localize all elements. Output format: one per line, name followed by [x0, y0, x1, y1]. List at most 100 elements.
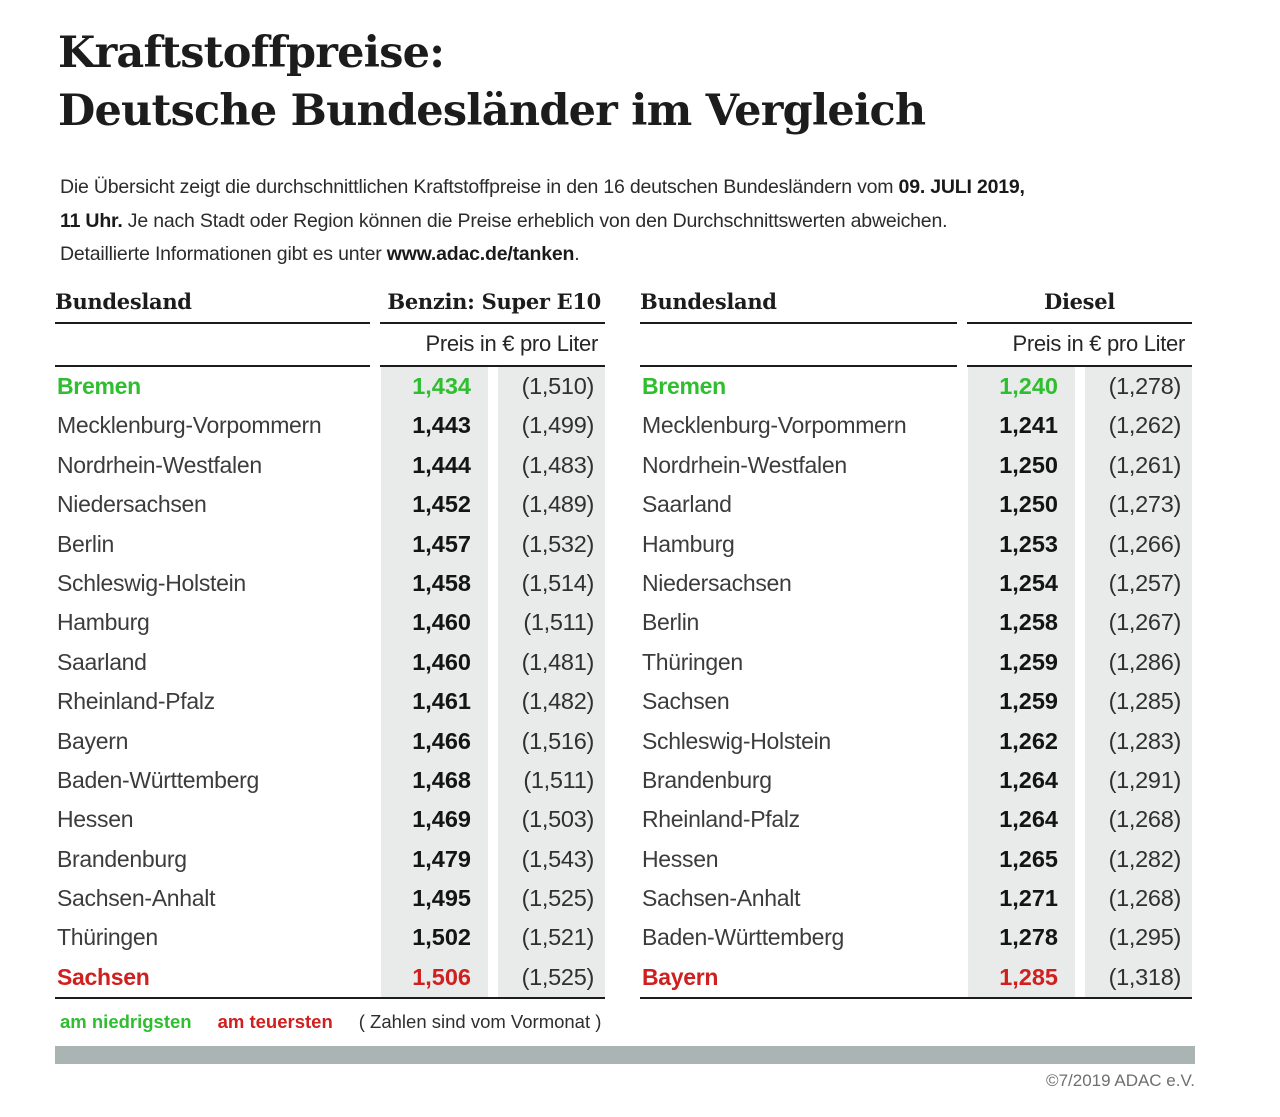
- table-row: Nordrhein-Westfalen 1,250 (1,261): [640, 445, 1192, 486]
- price-value: 1,241: [968, 406, 1075, 446]
- column-gap: [488, 800, 498, 840]
- bundesland-name: Brandenburg: [642, 766, 772, 793]
- column-gap: [1075, 918, 1085, 958]
- previous-month-value: (1,261): [1085, 445, 1192, 486]
- previous-month-value: (1,286): [1085, 642, 1192, 683]
- copyright-text: ©7/2019 ADAC e.V.: [1046, 1071, 1195, 1090]
- previous-month-value: (1,282): [1085, 839, 1192, 880]
- column-gap: [488, 406, 498, 446]
- page-title-line2: Deutsche Bundesländer im Vergleich: [58, 86, 926, 136]
- bundesland-name: Bremen: [642, 373, 726, 399]
- table-row: Brandenburg 1,479 (1,543): [55, 839, 605, 880]
- column-gap: [488, 485, 498, 525]
- price-value: 1,495: [381, 879, 488, 919]
- price-value: 1,250: [968, 485, 1075, 525]
- table-row: Berlin 1,457 (1,532): [55, 524, 605, 564]
- table-row: Schleswig-Holstein 1,262 (1,283): [640, 721, 1192, 761]
- price-value: 1,250: [968, 445, 1075, 486]
- bundesland-name: Nordrhein-Westfalen: [57, 451, 262, 478]
- previous-month-value: (1,481): [498, 642, 605, 683]
- column-gap: [1075, 800, 1085, 840]
- price-value: 1,461: [381, 682, 488, 722]
- price-value: 1,460: [381, 642, 488, 683]
- column-gap: [1075, 524, 1085, 564]
- previous-month-value: (1,514): [498, 563, 605, 604]
- table-row: Sachsen 1,259 (1,285): [640, 682, 1192, 722]
- price-value: 1,506: [381, 957, 488, 998]
- table-row: Niedersachsen 1,254 (1,257): [640, 563, 1192, 604]
- bundesland-name: Niedersachsen: [57, 491, 207, 518]
- price-value: 1,479: [381, 839, 488, 880]
- price-value: 1,259: [968, 682, 1075, 722]
- column-gap: [1075, 839, 1085, 880]
- page-title: Kraftstoffpreise: Deutsche Bundesländer i…: [58, 24, 926, 140]
- bundesland-name: Sachsen-Anhalt: [642, 885, 801, 912]
- legend: am niedrigsten am teuersten ( Zahlen sin…: [60, 1011, 601, 1033]
- legend-highest-label: am teuersten: [217, 1011, 333, 1032]
- column-header-fuel-diesel: Diesel: [967, 288, 1192, 324]
- column-gap: [1075, 563, 1085, 604]
- column-gap: [488, 879, 498, 919]
- price-value: 1,466: [381, 721, 488, 761]
- price-value: 1,444: [381, 445, 488, 486]
- price-value: 1,457: [381, 524, 488, 564]
- column-gap: [488, 918, 498, 958]
- previous-month-value: (1,295): [1085, 918, 1192, 958]
- bottom-divider-bar: [55, 1046, 1195, 1064]
- bundesland-name: Hamburg: [57, 609, 150, 636]
- price-value: 1,469: [381, 800, 488, 840]
- bundesland-name: Sachsen: [642, 688, 730, 715]
- bundesland-name: Nordrhein-Westfalen: [642, 451, 847, 478]
- bundesland-name: Rheinland-Pfalz: [57, 688, 215, 715]
- bundesland-name: Mecklenburg-Vorpommern: [57, 412, 322, 439]
- intro-segment: Je nach Stadt oder Region können die Pre…: [122, 209, 948, 232]
- benzin-super-e10-table: Bundesland Benzin: Super E10 Preis in € …: [55, 288, 605, 1000]
- previous-month-value: (1,283): [1085, 721, 1192, 761]
- intro-date-bold: 09. JULI 2019,: [898, 176, 1025, 198]
- table-row: Thüringen 1,502 (1,521): [55, 918, 605, 958]
- bundesland-name: Schleswig-Holstein: [642, 727, 831, 754]
- bundesland-name: Schleswig-Holstein: [57, 569, 246, 596]
- column-gap: [1075, 603, 1085, 643]
- column-gap: [1075, 485, 1085, 525]
- previous-month-value: (1,268): [1085, 800, 1192, 840]
- bundesland-name: Bayern: [642, 963, 719, 990]
- column-gap: [488, 524, 498, 564]
- table-row: Baden-Württemberg 1,278 (1,295): [640, 918, 1192, 958]
- column-gap: [488, 957, 498, 998]
- column-gap: [488, 721, 498, 761]
- bundesland-name: Rheinland-Pfalz: [642, 806, 800, 833]
- column-gap: [488, 445, 498, 486]
- adac-tanken-link[interactable]: www.adac.de/tanken: [386, 243, 575, 265]
- bundesland-name: Sachsen: [57, 963, 150, 990]
- table-row: Mecklenburg-Vorpommern 1,443 (1,499): [55, 406, 605, 446]
- bundesland-name: Saarland: [642, 491, 732, 518]
- intro-text: Die Übersicht zeigt die durchschnittlich…: [60, 171, 1190, 272]
- column-gap: [1075, 721, 1085, 761]
- price-value: 1,458: [381, 563, 488, 604]
- column-gap: [488, 682, 498, 722]
- previous-month-value: (1,266): [1085, 524, 1192, 564]
- benzin-table-header-row: Bundesland Benzin: Super E10: [55, 288, 605, 324]
- column-header-bundesland: Bundesland: [55, 288, 370, 324]
- bundesland-name: Bremen: [57, 373, 141, 399]
- table-row: Niedersachsen 1,452 (1,489): [55, 485, 605, 525]
- bundesland-name: Baden-Württemberg: [642, 924, 844, 951]
- benzin-table-unit-row: Preis in € pro Liter: [55, 324, 605, 367]
- previous-month-value: (1,532): [498, 524, 605, 564]
- price-value: 1,468: [381, 760, 488, 801]
- intro-segment: Detaillierte Informationen gibt es unter: [60, 243, 387, 265]
- table-row: Rheinland-Pfalz 1,264 (1,268): [640, 800, 1192, 840]
- previous-month-value: (1,267): [1085, 603, 1192, 643]
- table-row: Thüringen 1,259 (1,286): [640, 642, 1192, 683]
- previous-month-value: (1,483): [498, 445, 605, 486]
- previous-month-value: (1,278): [1085, 367, 1192, 407]
- legend-lowest-label: am niedrigsten: [60, 1011, 192, 1032]
- bundesland-name: Berlin: [57, 530, 115, 557]
- previous-month-value: (1,525): [498, 879, 605, 919]
- diesel-table: Bundesland Diesel Preis in € pro Liter B…: [640, 288, 1192, 1000]
- previous-month-value: (1,273): [1085, 485, 1192, 525]
- column-gap: [1075, 367, 1085, 407]
- previous-month-value: (1,285): [1085, 682, 1192, 722]
- column-gap: [1075, 445, 1085, 486]
